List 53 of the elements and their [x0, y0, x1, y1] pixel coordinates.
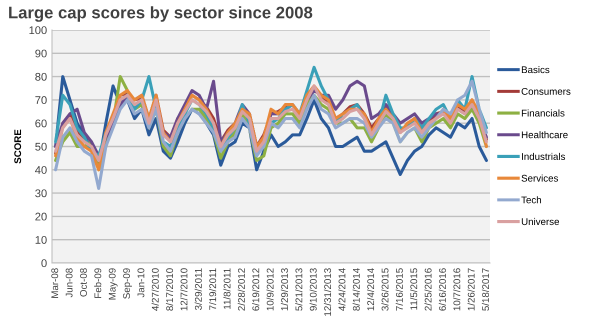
- y-tick-label: 20: [35, 212, 47, 221]
- x-tick-label: 1/29/2013: [280, 268, 288, 310]
- x-tick-label: 2/28/2012: [238, 268, 245, 311]
- x-tick-label: 5/21/2013: [295, 268, 302, 311]
- chart-title: Large cap scores by sector since 2008: [9, 6, 312, 22]
- x-tick-label: Sep-09: [123, 268, 132, 299]
- x-tick-label: Feb-09: [94, 268, 102, 298]
- x-tick-label: 4/24/2014: [338, 268, 346, 311]
- legend-label: Tech: [521, 196, 542, 204]
- x-tick-label: 6/19/2012: [252, 268, 260, 311]
- x-tick-label: 3/29/2011: [194, 268, 202, 310]
- x-tick-label: 12/4/2014: [366, 268, 374, 310]
- x-tick-label: 11/8/2011: [223, 268, 231, 309]
- y-tick-label: 90: [35, 50, 47, 58]
- x-tick-label: May-09: [108, 268, 118, 300]
- x-tick-label: 8/14/2014: [352, 268, 360, 311]
- x-tick-label: Oct-08: [80, 268, 87, 297]
- x-tick-label: 7/16/2015: [396, 268, 403, 311]
- legend-label: Healthcare: [522, 131, 568, 138]
- y-tick-label: 10: [36, 236, 47, 244]
- x-tick-label: Mar-08: [51, 268, 58, 298]
- legend-label: Consumers: [522, 88, 570, 95]
- x-tick-label: 12/7/2010: [180, 268, 188, 310]
- legend-label: Industrials: [522, 152, 566, 160]
- x-tick-label: 10/9/2012: [266, 268, 274, 310]
- y-tick-label: 30: [35, 189, 47, 198]
- y-tick-label: 60: [35, 119, 47, 128]
- y-tick-label: 50: [35, 142, 47, 151]
- line-series: [54, 80, 488, 190]
- x-tick-label: 7/19/2011: [209, 268, 216, 310]
- x-tick-label: 6/16/2016: [438, 268, 446, 311]
- x-tick-label: 8/17/2010: [166, 268, 174, 311]
- y-tick-label: 0: [41, 259, 47, 268]
- x-tick-label: 5/18/2017: [482, 268, 490, 311]
- x-tick-label: 12/31/2013: [324, 268, 332, 316]
- x-tick-label: 1/26/2017: [468, 268, 475, 310]
- y-tick-label: 40: [35, 166, 47, 174]
- legend-label: Universe: [522, 218, 560, 226]
- x-tick-label: 9/10/2013: [310, 268, 317, 311]
- x-tick-label: 11/5/2015: [410, 268, 418, 310]
- y-tick-label: 100: [29, 26, 47, 34]
- x-tick-label: 10/7/2016: [453, 268, 460, 310]
- y-tick-label: 70: [35, 96, 47, 104]
- y-axis-title: SCORE: [14, 130, 22, 164]
- x-tick-label: Jun-08: [66, 268, 73, 298]
- x-tick-label: 3/26/2015: [381, 268, 388, 311]
- y-tick-label: 80: [35, 72, 47, 81]
- x-tick-label: 4/27/2010: [152, 268, 159, 311]
- legend-label: Basics: [522, 66, 550, 74]
- x-tick-label: Jan-10: [137, 268, 144, 298]
- legend-label: Financials: [522, 109, 565, 117]
- x-tick-label: 2/25/2016: [424, 268, 432, 311]
- legend-label: Services: [522, 174, 558, 182]
